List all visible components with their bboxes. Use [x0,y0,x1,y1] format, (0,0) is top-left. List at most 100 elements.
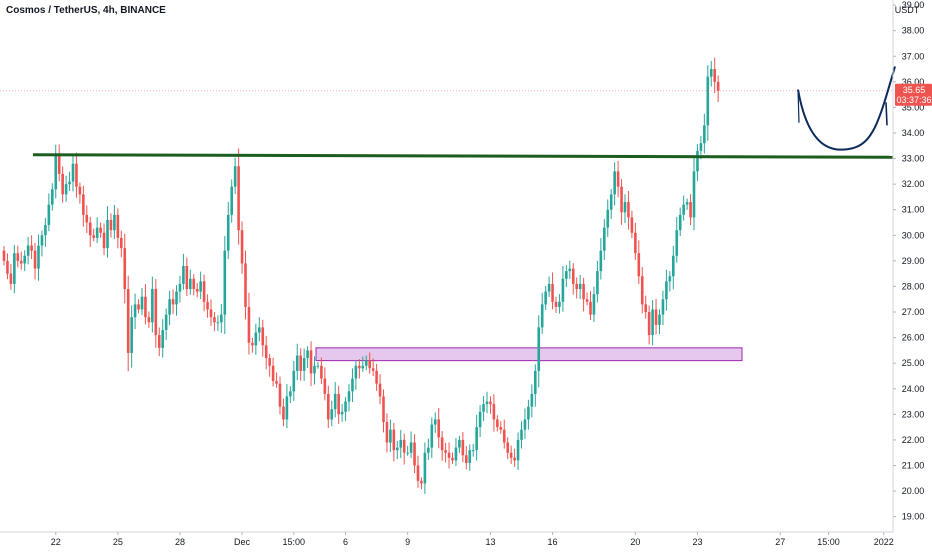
candle-body [392,429,396,451]
candle [616,160,620,198]
candle-body [171,299,175,305]
candle-body [627,202,630,218]
last-price-value: 35.65 [903,85,926,95]
candle-body [240,230,244,264]
candle-body [164,314,168,330]
candle [295,343,299,381]
candle [713,57,716,94]
candle-body [40,235,44,246]
candle [189,269,192,295]
candle [385,413,389,453]
candle-body [496,419,499,428]
candle-body [216,322,220,324]
price-tick-label: 27.00 [902,307,925,317]
candle [306,346,309,368]
candle [651,300,654,346]
candle-body [244,263,247,307]
candle [206,294,209,318]
candle [537,315,541,388]
candle-body [327,393,330,420]
candle [68,171,71,192]
candle [75,152,78,198]
candle-body [634,232,637,254]
candle-body [309,350,313,374]
candle [147,311,151,328]
candle-body [613,171,616,195]
support-zone-box[interactable] [315,347,743,362]
candle-body [530,393,534,407]
candle-body [102,232,106,249]
candle [682,195,685,221]
candle-body [520,429,523,440]
candle [157,327,161,357]
candle-body [437,419,440,438]
candle [585,292,589,306]
candle [627,190,630,230]
candle [423,442,427,494]
price-axis[interactable]: 19.00 20.00 21.00 22.00 23.00 24.00 25.00 26.00… [893,0,924,522]
candle [420,477,423,490]
candle-body [299,355,302,371]
candle [316,362,320,369]
candle-body [144,296,147,318]
candle-body [430,424,434,448]
candle [2,246,6,266]
candle [340,403,344,422]
time-tick-label: Dec [234,537,251,547]
candle [347,384,351,412]
candle-body [658,314,661,325]
candle [634,222,637,260]
candle [140,287,144,316]
candle [244,250,247,320]
candle [644,295,647,319]
candle-body [113,214,116,231]
candle-body [320,365,323,379]
candle-body [23,255,26,264]
candle [406,445,409,456]
candle [19,251,23,270]
candle [113,204,116,239]
candle-body [251,342,254,346]
candle-body [6,260,9,274]
candle [251,337,254,353]
candle-body [237,166,240,231]
candle-body [703,125,706,144]
candle [661,290,665,326]
candle [106,206,109,258]
candle [202,274,206,312]
candle-body [271,365,275,382]
candle-body [140,296,144,310]
candle [161,319,164,358]
candle-body [368,360,371,369]
candle-body [540,304,544,328]
candle [706,65,710,141]
candle [465,445,468,470]
candle-body [589,301,592,315]
candle [330,400,334,427]
candle [226,201,230,260]
candle [458,435,461,453]
candle-body [120,237,123,249]
candle [137,299,140,314]
candle [392,422,396,462]
candle-body [582,283,585,300]
candle [57,144,61,182]
projection-curve[interactable] [797,66,896,151]
candle-body [195,289,199,292]
candle [23,250,26,272]
candle [692,156,696,231]
price-tick-label: 24.00 [902,384,925,394]
price-tick-label: 36.00 [902,77,925,87]
candle [654,298,658,335]
candle [213,312,216,332]
candle [596,260,599,303]
time-tick-label: 2022 [874,537,894,547]
candle [451,452,454,464]
candle [430,417,434,459]
candle-body [637,253,641,277]
candle [527,399,530,430]
resistance-line[interactable] [32,153,894,159]
